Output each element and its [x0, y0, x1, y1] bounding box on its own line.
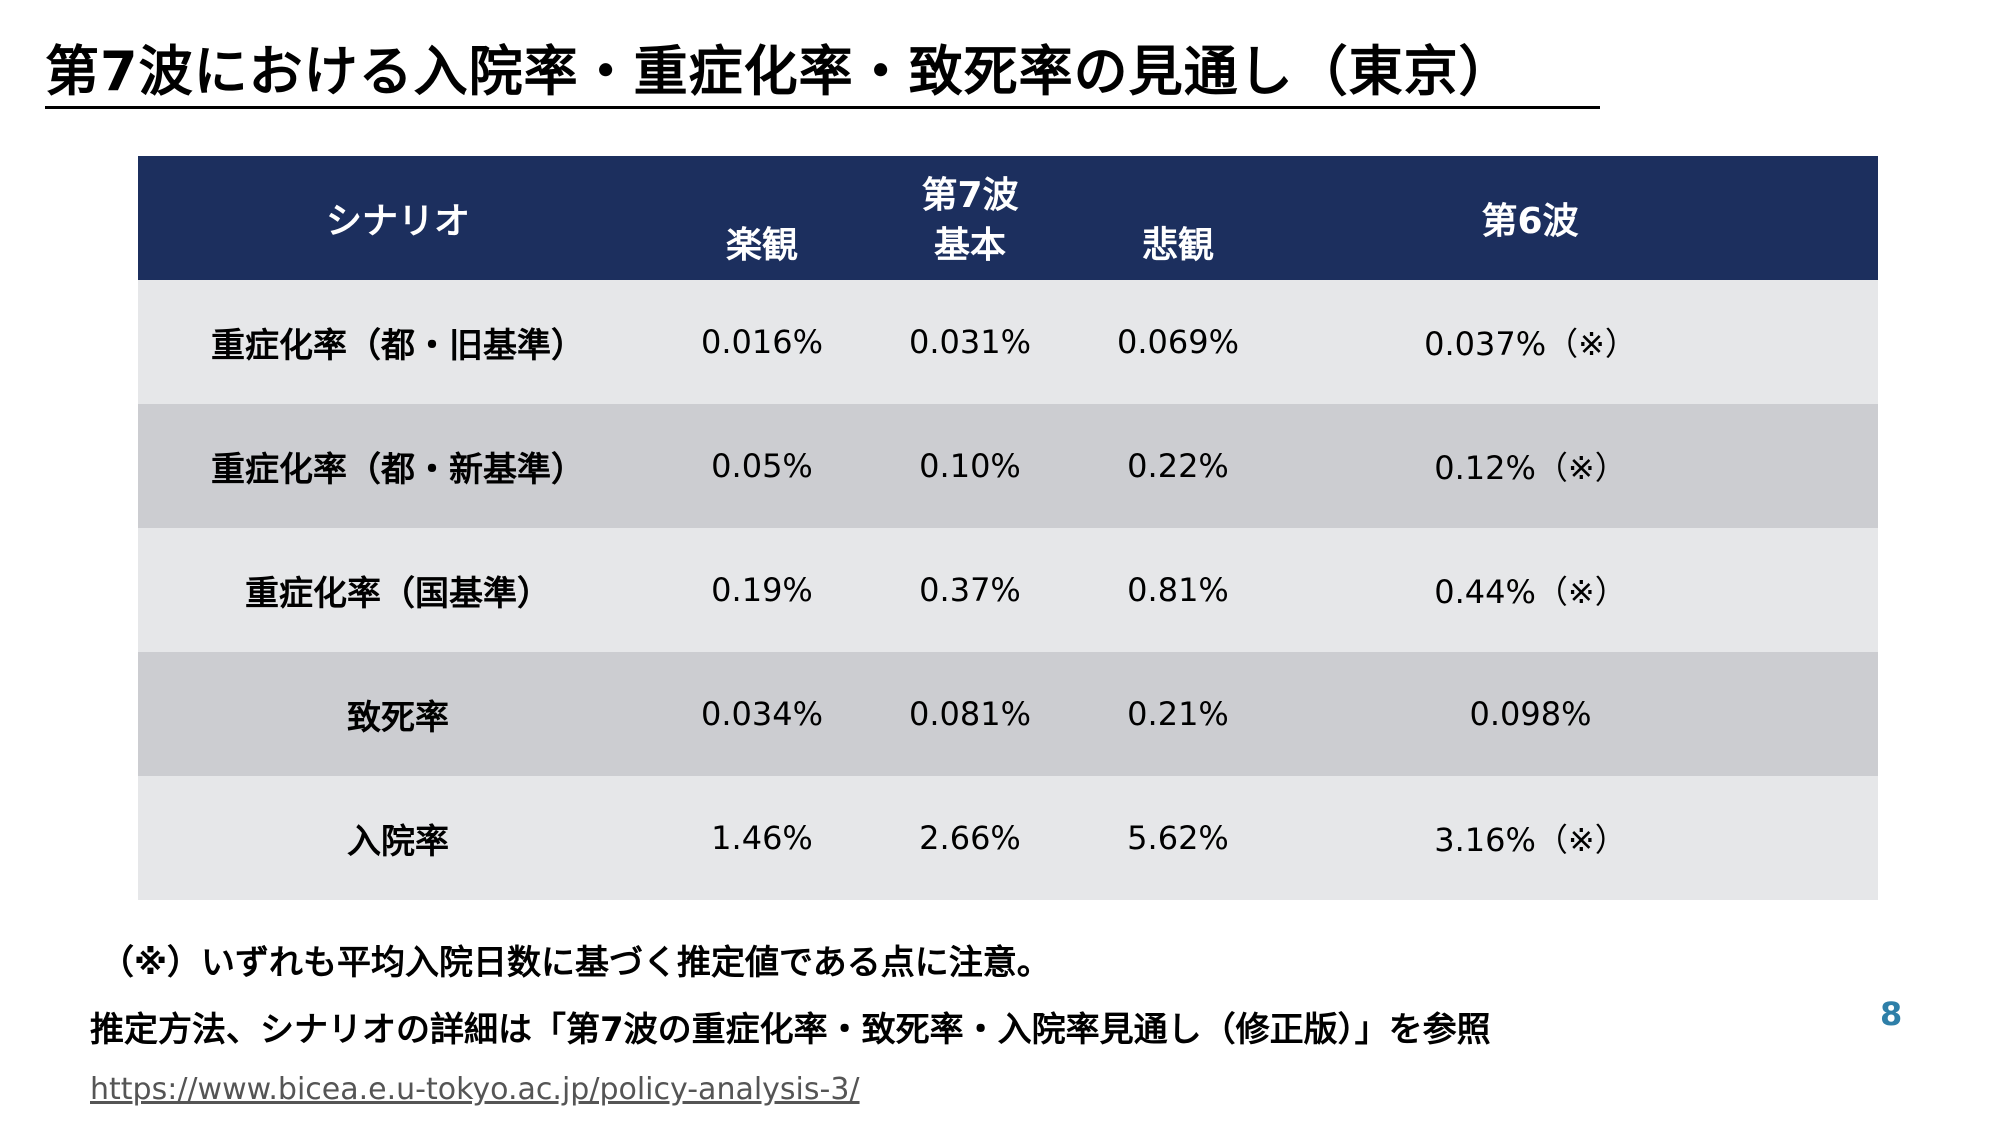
- header-optimistic-cell: 第7波 楽観: [658, 156, 1019, 280]
- header-base-cell: 基本: [866, 156, 1074, 280]
- value-pessimistic: 0.81%: [1127, 571, 1229, 609]
- scenario-table: シナリオ 第7波 楽観 基本 悲観 第6波 重症化率（都・旧基準） 0.016%…: [138, 156, 1878, 900]
- footnote: （※）いずれも平均入院日数に基づく推定値である点に注意。: [100, 943, 1051, 983]
- value-base: 0.081%: [908, 695, 1031, 733]
- value-base: 0.10%: [919, 447, 1021, 485]
- slide-title: 第7波における入院率・重症化率・致死率の見通し（東京）: [45, 40, 1514, 103]
- page-number: 8: [1880, 995, 1903, 1033]
- header-optimistic: 楽観: [725, 225, 798, 266]
- value-base: 0.37%: [919, 571, 1021, 609]
- row-label: 重症化率（都・新基準）: [211, 449, 585, 490]
- value-pessimistic: 5.62%: [1127, 819, 1229, 857]
- row-label: 重症化率（都・旧基準）: [211, 325, 585, 366]
- header-scenario: シナリオ: [325, 201, 470, 242]
- value-base: 0.031%: [908, 323, 1031, 361]
- row-label: 致死率: [347, 697, 449, 738]
- title-underline: [45, 106, 1600, 109]
- value-optimistic: 0.05%: [711, 447, 813, 485]
- value-optimistic: 0.19%: [711, 571, 813, 609]
- reference-link[interactable]: https://www.bicea.e.u-tokyo.ac.jp/policy…: [90, 1072, 860, 1107]
- value-base: 2.66%: [919, 819, 1021, 857]
- table-header-row: シナリオ 第7波 楽観 基本 悲観 第6波: [138, 156, 1878, 280]
- value-wave6: 0.098%: [1469, 695, 1592, 733]
- value-pessimistic: 0.22%: [1127, 447, 1229, 485]
- row-label: 重症化率（国基準）: [245, 573, 551, 614]
- row-label: 入院率: [347, 821, 449, 862]
- value-wave6: 0.037%（※）: [1424, 325, 1637, 363]
- header-wave7-group: 第7波: [921, 175, 1019, 216]
- value-optimistic: 0.034%: [700, 695, 823, 733]
- header-base: 基本: [933, 225, 1006, 266]
- table-row: 重症化率（国基準） 0.19% 0.37% 0.81% 0.44%（※）: [138, 528, 1878, 652]
- value-pessimistic: 0.21%: [1127, 695, 1229, 733]
- value-wave6: 0.44%（※）: [1434, 573, 1627, 611]
- value-wave6: 0.12%（※）: [1434, 449, 1627, 487]
- header-pessimistic: 悲観: [1141, 225, 1214, 266]
- value-optimistic: 1.46%: [711, 819, 813, 857]
- header-pessimistic-cell: 悲観: [1074, 156, 1282, 280]
- table-row: 重症化率（都・新基準） 0.05% 0.10% 0.22% 0.12%（※）: [138, 404, 1878, 528]
- method-note: 推定方法、シナリオの詳細は「第7波の重症化率・致死率・入院率見通し（修正版）」を…: [90, 1010, 1491, 1050]
- value-optimistic: 0.016%: [700, 323, 823, 361]
- value-pessimistic: 0.069%: [1116, 323, 1239, 361]
- value-wave6: 3.16%（※）: [1434, 821, 1627, 859]
- table-row: 入院率 1.46% 2.66% 5.62% 3.16%（※）: [138, 776, 1878, 900]
- table-row: 重症化率（都・旧基準） 0.016% 0.031% 0.069% 0.037%（…: [138, 280, 1878, 404]
- header-wave6: 第6波: [1481, 201, 1579, 242]
- table-row: 致死率 0.034% 0.081% 0.21% 0.098%: [138, 652, 1878, 776]
